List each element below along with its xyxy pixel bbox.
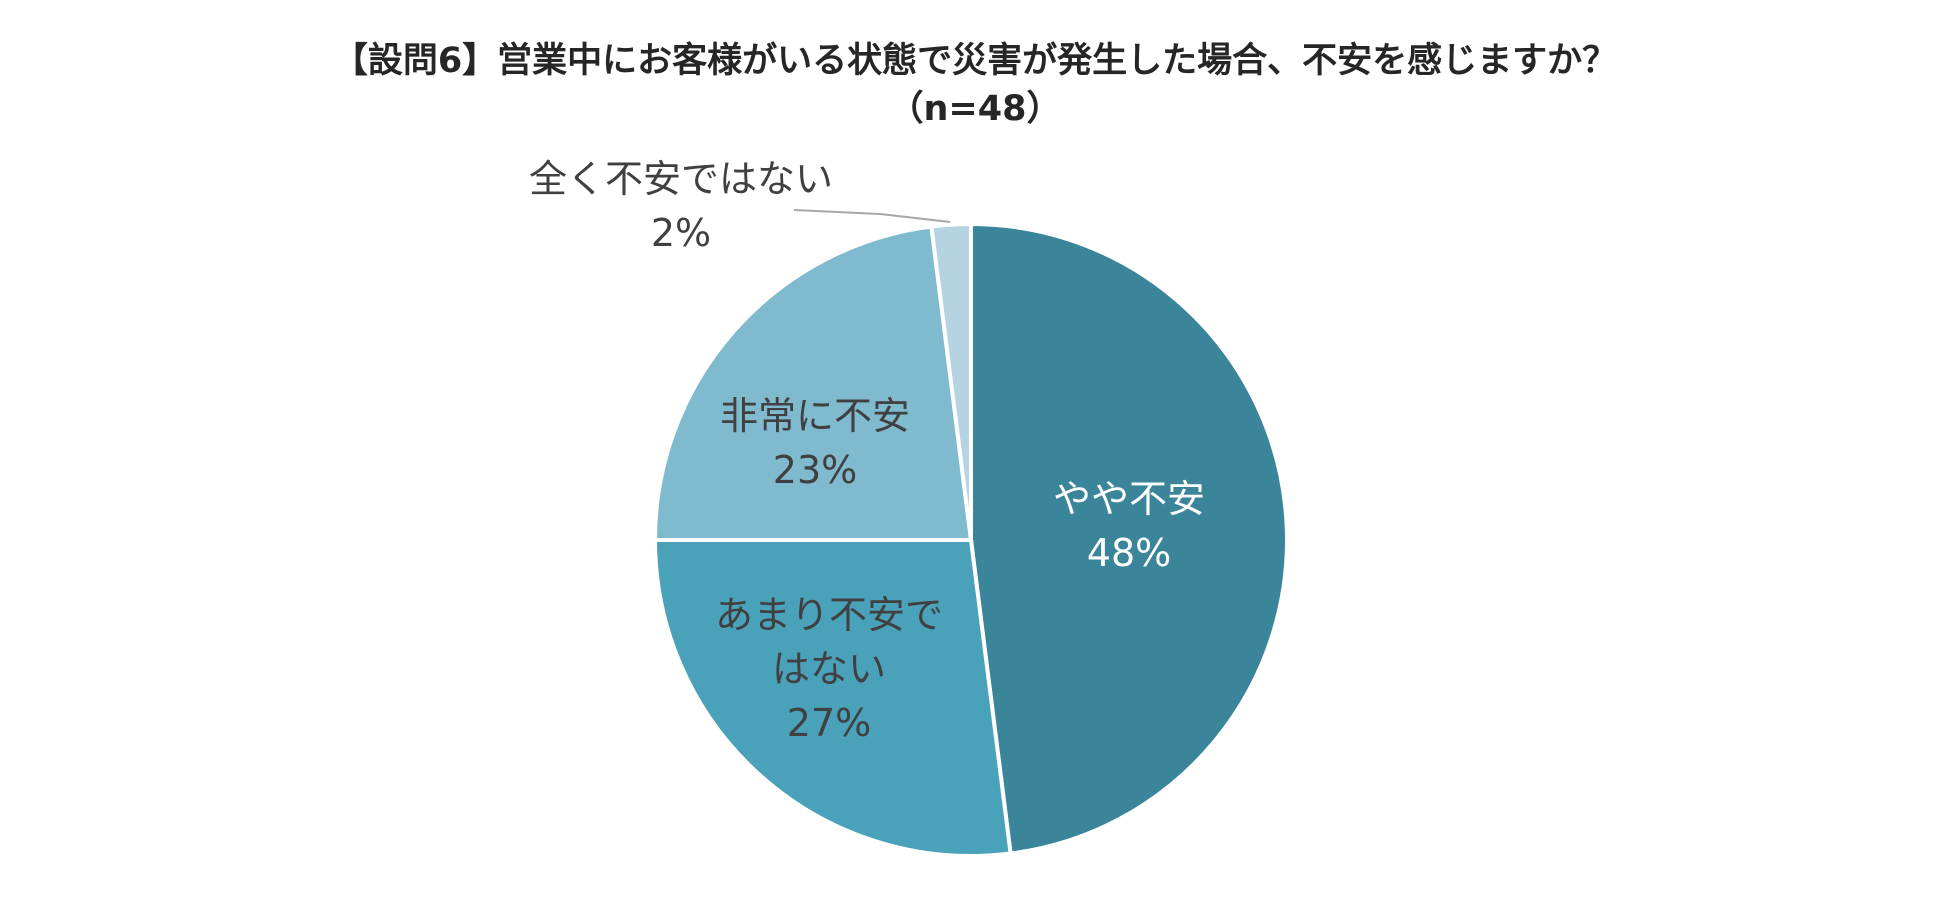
category-label: 全く不安ではない (528, 157, 833, 201)
category-label: やや不安 (1052, 477, 1205, 521)
leader-line (793, 209, 951, 223)
category-label: あまり不安ではない (714, 593, 943, 691)
chart-title: 【設問6】営業中にお客様がいる状態で災害が発生した場合、不安を感じますか？ (332, 41, 1618, 81)
slice-label: あまり不安ではない 27% (709, 588, 949, 750)
slice-label: 全く不安ではない 2% (511, 152, 851, 260)
slice-label: やや不安 48% (1029, 472, 1229, 580)
category-label: 非常に不安 (719, 394, 910, 438)
value-label: 48% (1086, 531, 1172, 575)
value-label: 27% (786, 701, 872, 745)
slice-label: 非常に不安 23% (705, 389, 925, 497)
value-label: 23% (772, 448, 858, 492)
pie-slice (652, 224, 974, 542)
pie-slice (929, 221, 973, 541)
pie-slice (969, 221, 1289, 856)
value-label: 2% (650, 211, 712, 255)
pie-slice (652, 538, 1013, 858)
chart-subtitle: （n=48） (888, 89, 1062, 129)
